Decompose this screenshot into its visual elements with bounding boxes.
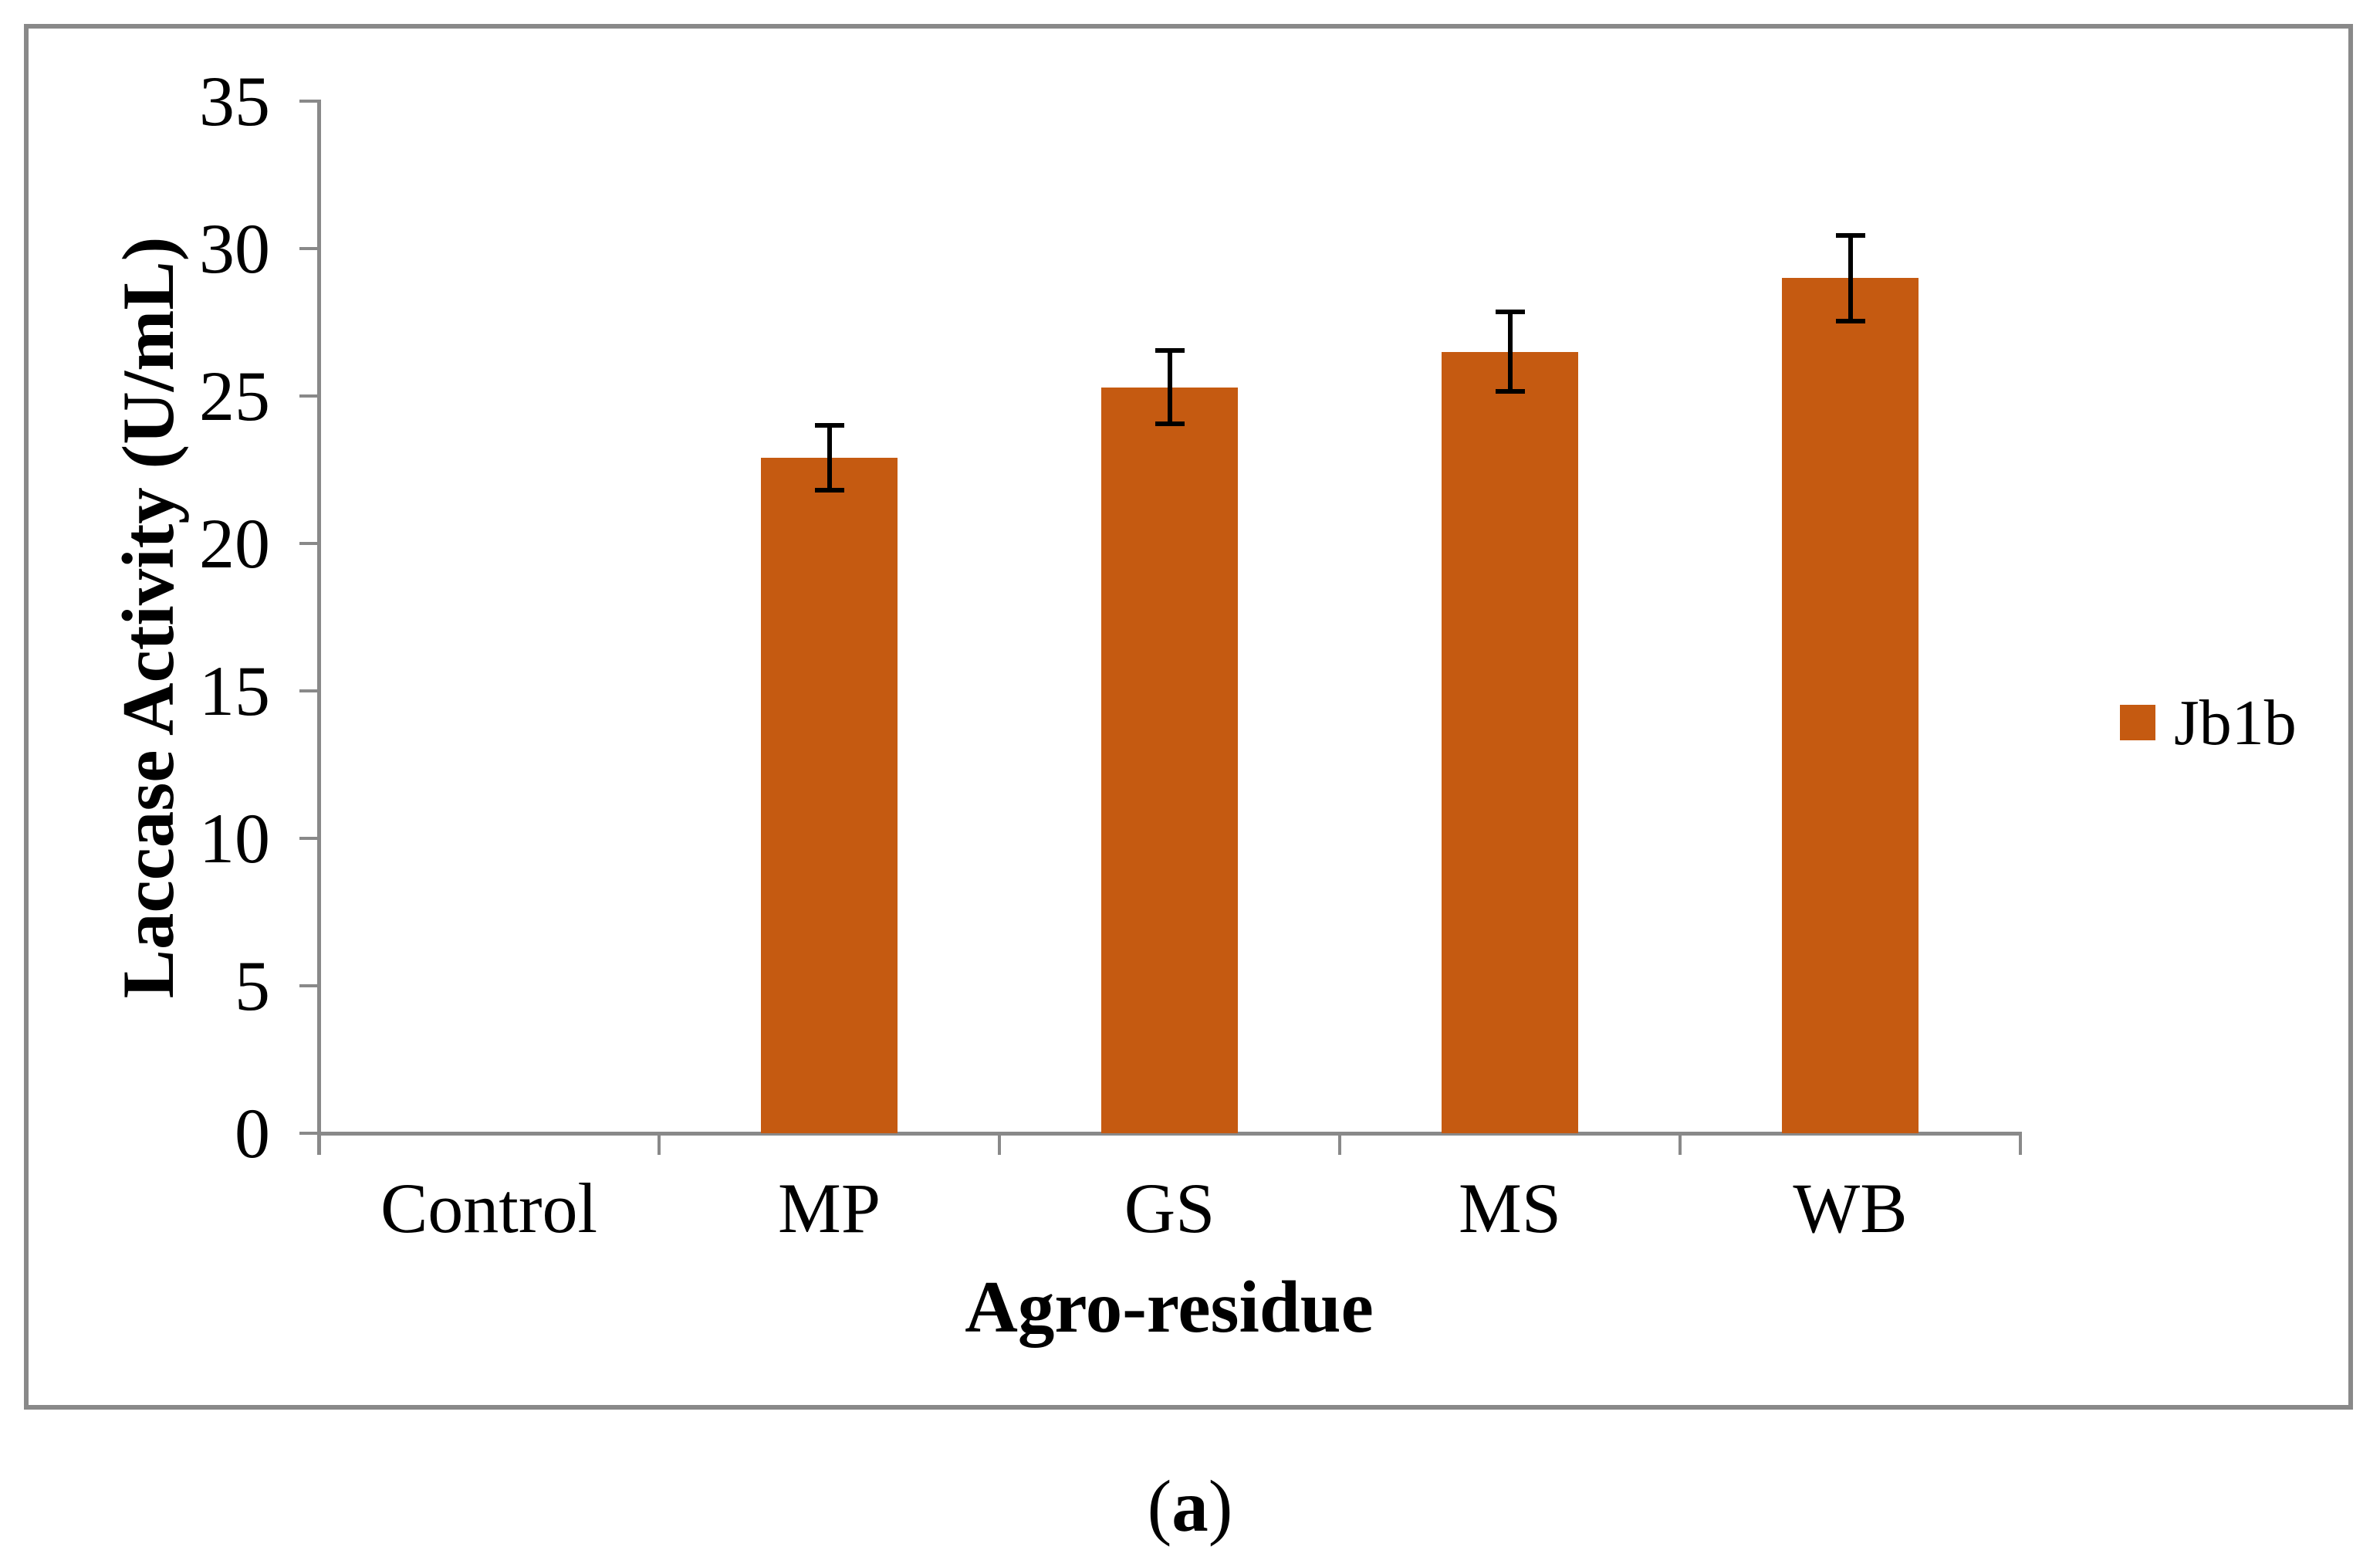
error-bar-line-ms (1508, 312, 1513, 391)
caption-letter: a (1171, 1465, 1209, 1547)
error-bar-line-mp (827, 425, 832, 490)
x-category-label-ms: MS (1459, 1169, 1561, 1247)
y-tick-mark (299, 1132, 319, 1135)
y-tick-label: 0 (235, 1094, 270, 1173)
error-bar-cap-bottom-gs (1155, 421, 1185, 426)
bar-ms (1442, 352, 1578, 1133)
y-tick-label: 35 (199, 62, 270, 140)
legend-swatch-icon (2120, 705, 2155, 740)
y-tick-mark (299, 247, 319, 250)
bar-wb (1782, 278, 1919, 1133)
y-tick-mark (299, 542, 319, 545)
bar-gs (1101, 388, 1238, 1133)
x-category-label-control: Control (380, 1169, 598, 1247)
x-category-label-mp: MP (778, 1169, 881, 1247)
x-category-label-gs: GS (1124, 1169, 1215, 1247)
x-tick-mark (317, 1133, 320, 1155)
error-bar-line-gs (1168, 350, 1172, 424)
y-tick-mark (299, 394, 319, 398)
error-bar-cap-top-gs (1155, 348, 1185, 353)
y-tick-label: 5 (235, 946, 270, 1025)
error-bar-line-wb (1848, 235, 1853, 321)
y-tick-mark (299, 100, 319, 103)
y-tick-mark (299, 689, 319, 692)
error-bar-cap-top-wb (1836, 233, 1865, 238)
x-tick-mark (2019, 1133, 2022, 1155)
error-bar-cap-top-ms (1496, 310, 1525, 314)
error-bar-cap-bottom-ms (1496, 389, 1525, 394)
legend: Jb1b (2120, 686, 2297, 759)
y-tick-label: 20 (199, 504, 270, 583)
x-tick-mark (1679, 1133, 1682, 1155)
y-tick-mark (299, 984, 319, 987)
y-tick-label: 15 (199, 652, 270, 730)
x-axis-title: Agro-residue (965, 1266, 1374, 1348)
error-bar-cap-bottom-mp (815, 488, 844, 493)
figure-caption: (a) (0, 1464, 2380, 1549)
caption-open-paren: ( (1147, 1465, 1172, 1547)
x-tick-mark (658, 1133, 661, 1155)
bar-mp (761, 458, 898, 1133)
x-category-label-wb: WB (1793, 1169, 1908, 1247)
error-bar-cap-bottom-wb (1836, 319, 1865, 323)
x-axis-line (317, 1132, 2022, 1136)
legend-label: Jb1b (2174, 686, 2297, 759)
y-axis-title: Laccase Activity (U/mL) (107, 236, 189, 999)
x-tick-mark (1338, 1133, 1341, 1155)
y-axis-line (317, 100, 321, 1155)
y-tick-label: 10 (199, 799, 270, 878)
y-tick-label: 30 (199, 209, 270, 288)
error-bar-cap-top-mp (815, 423, 844, 428)
caption-close-paren: ) (1208, 1465, 1233, 1547)
y-tick-label: 25 (199, 357, 270, 435)
x-tick-mark (998, 1133, 1001, 1155)
y-tick-mark (299, 837, 319, 840)
